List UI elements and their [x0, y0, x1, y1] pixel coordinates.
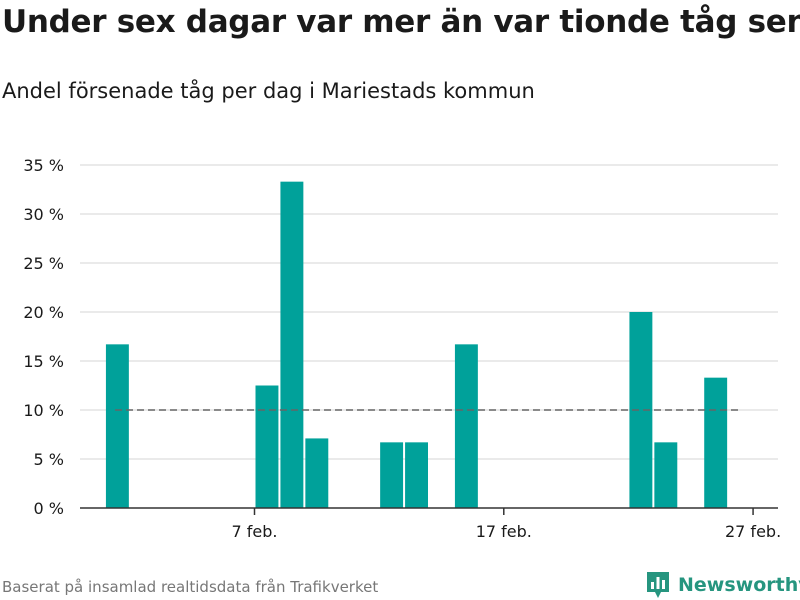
x-tick-label: 7 feb.	[232, 522, 278, 541]
chart-title: Under sex dagar var mer än var tionde tå…	[2, 4, 800, 40]
brand-name: Newsworthy	[678, 574, 800, 596]
y-tick-label: 25 %	[23, 254, 64, 273]
y-tick-label: 20 %	[23, 303, 64, 322]
bar	[255, 385, 279, 508]
bar	[105, 344, 129, 508]
x-axis: 7 feb. 17 feb. 27 feb.	[80, 507, 781, 541]
brand-logo: Newsworthy	[645, 570, 800, 600]
y-tick-label: 35 %	[23, 156, 64, 175]
x-tick-label: 27 feb.	[725, 522, 781, 541]
bar	[629, 312, 653, 508]
y-tick-label: 0 %	[34, 499, 64, 518]
bar	[704, 377, 728, 508]
bar	[280, 181, 304, 508]
bar	[405, 442, 428, 508]
y-tick-label: 5 %	[34, 450, 64, 469]
source-note: Baserat på insamlad realtidsdata från Tr…	[2, 578, 379, 596]
x-tick-label: 17 feb.	[476, 522, 532, 541]
bar	[654, 442, 678, 508]
y-tick-label: 30 %	[23, 205, 64, 224]
bar-chart-logo-icon	[647, 572, 669, 598]
chart-subtitle: Andel försenade tåg per dag i Mariestads…	[2, 79, 535, 103]
grid-lines	[80, 164, 778, 460]
y-tick-label: 10 %	[23, 401, 64, 420]
bar	[454, 344, 478, 508]
bar	[380, 442, 404, 508]
y-axis-ticks: 0 % 5 % 10 % 15 % 20 % 25 % 30 % 35 %	[23, 156, 64, 518]
bar	[305, 438, 329, 508]
y-tick-label: 15 %	[23, 352, 64, 371]
